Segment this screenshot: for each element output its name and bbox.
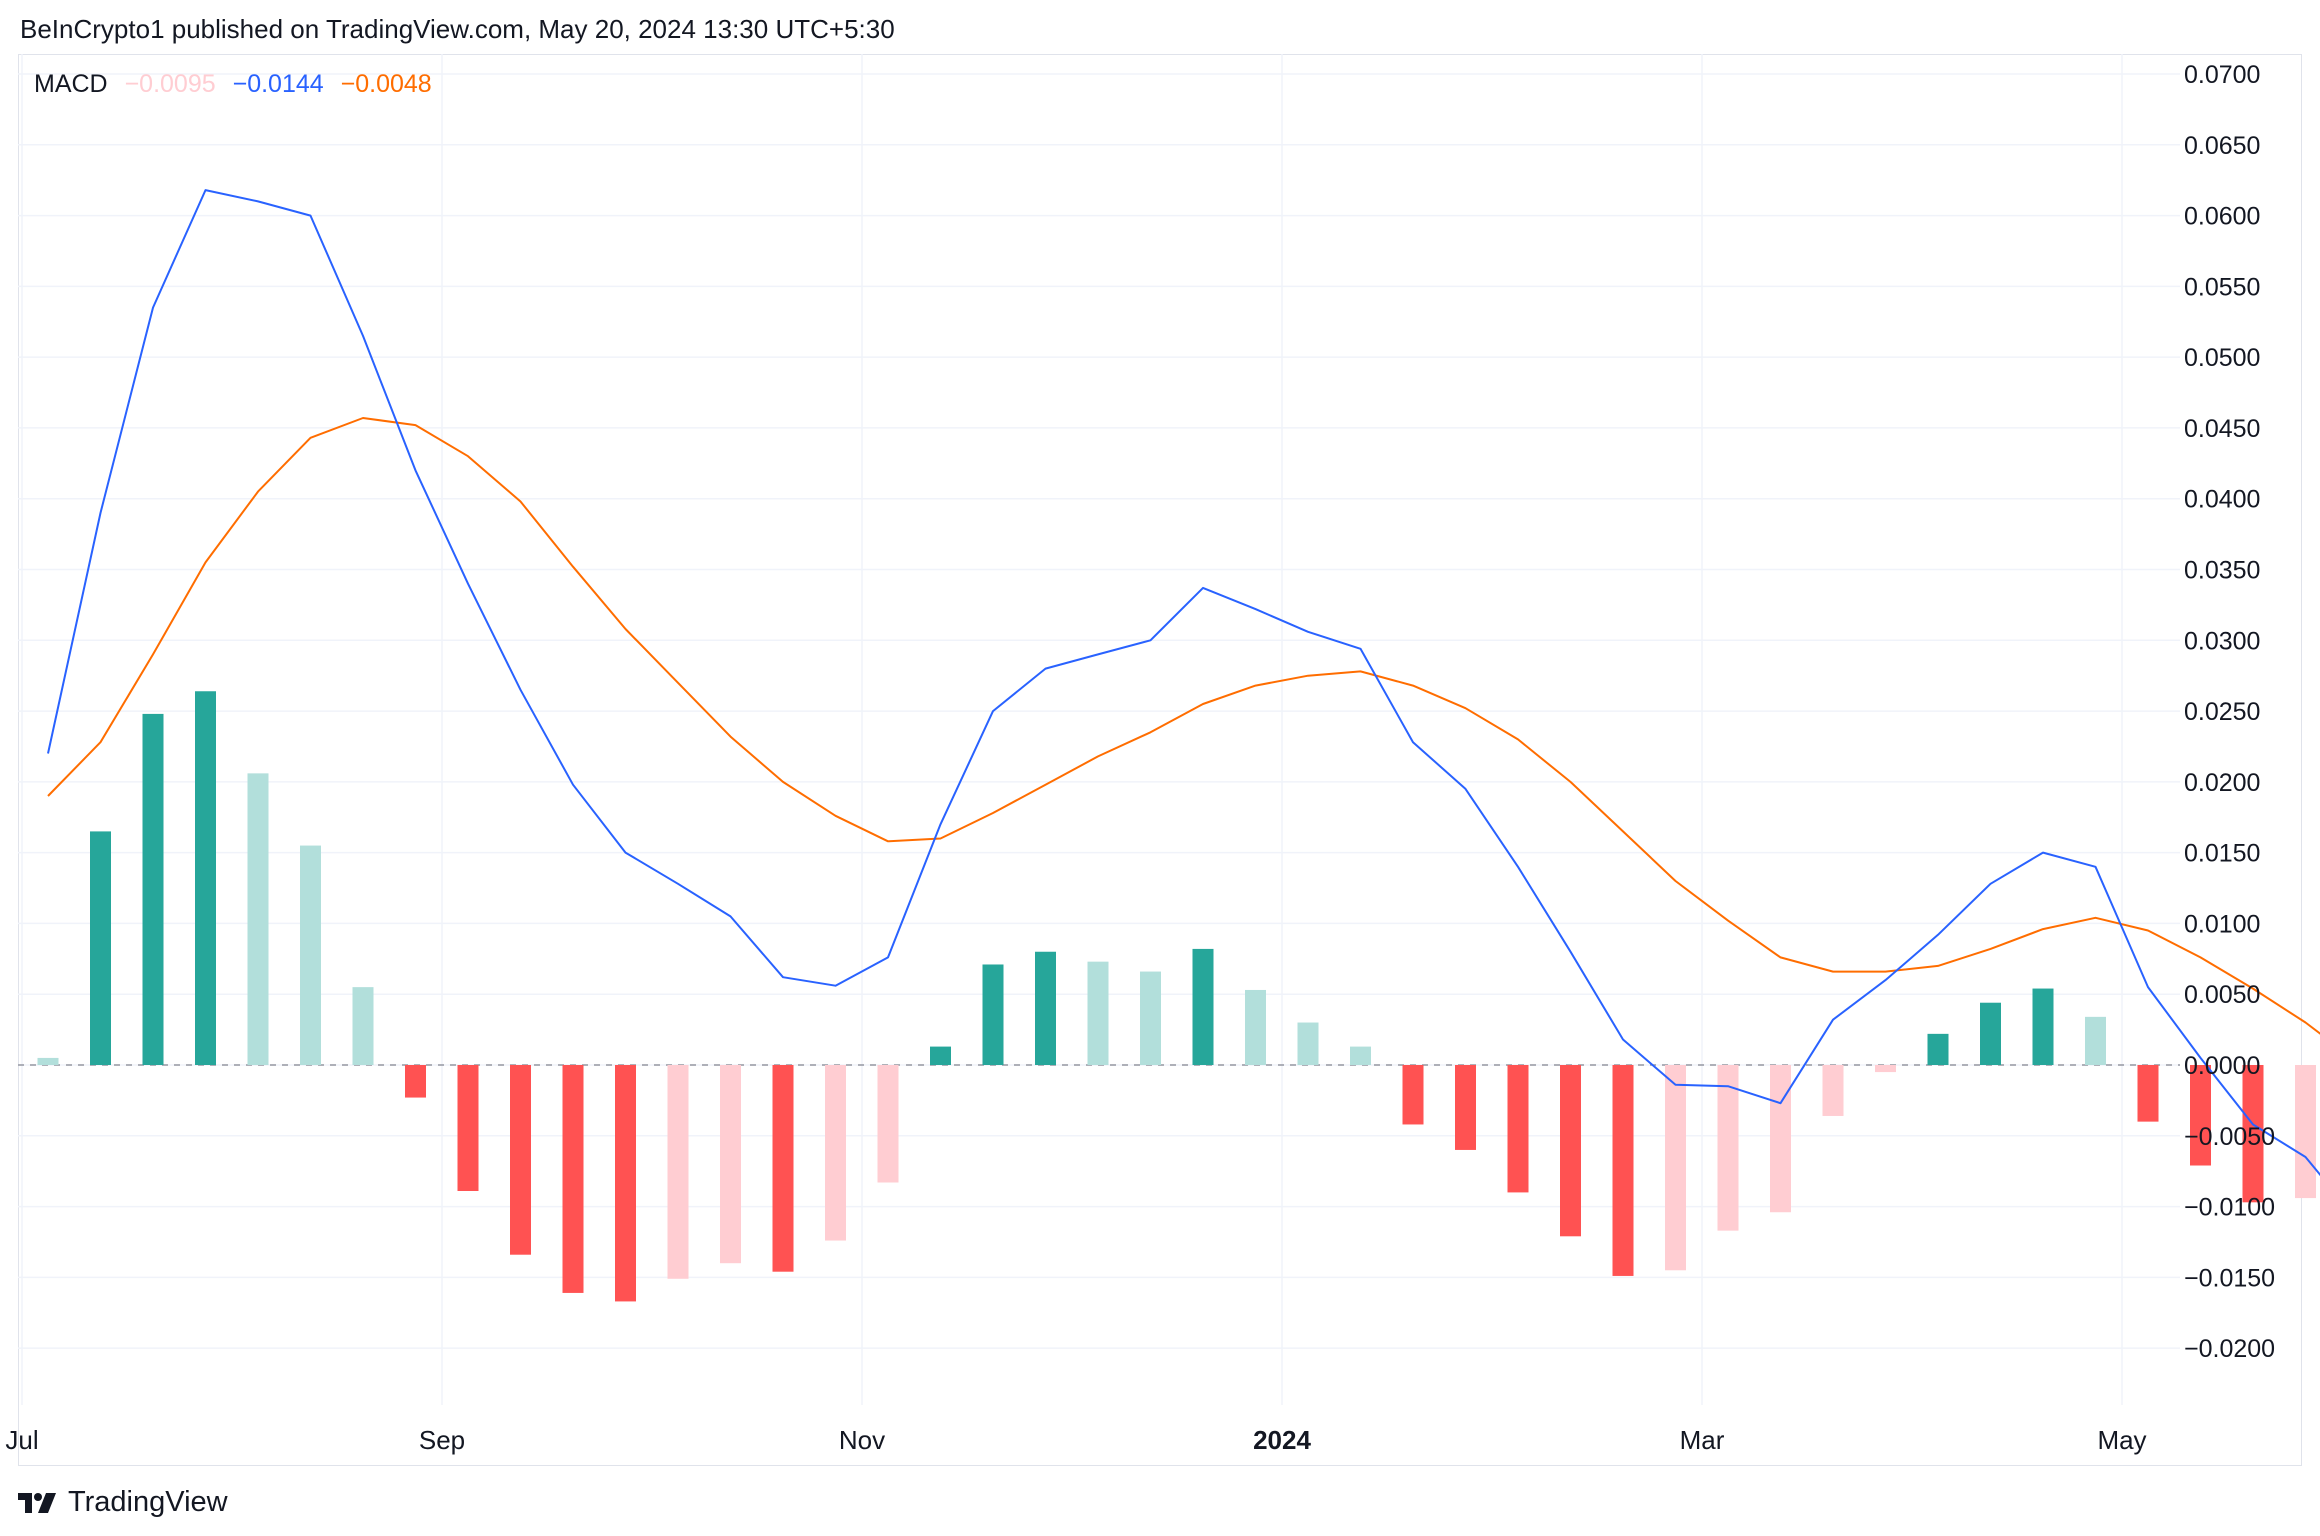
histogram-bar	[1035, 951, 1056, 1065]
y-tick-label: 0.0100	[2184, 910, 2260, 938]
signal-line-series	[47, 417, 2320, 1035]
y-tick-label: 0.0000	[2184, 1052, 2260, 1080]
y-tick-label: −0.0100	[2184, 1194, 2275, 1222]
macd-line-series	[47, 189, 2320, 1177]
histogram-bar	[1717, 1065, 1739, 1231]
grid	[18, 54, 2180, 1405]
y-tick-label: 0.0150	[2184, 840, 2260, 868]
histogram-bar	[2032, 988, 2054, 1065]
indicator-legend[interactable]: MACD −0.0095 −0.0144 −0.0048	[34, 70, 442, 99]
y-tick-label: 0.0700	[2184, 61, 2260, 89]
legend-signal-value: −0.0048	[340, 70, 432, 98]
histogram-bar	[1297, 1022, 1319, 1065]
histogram-bar	[510, 1065, 531, 1255]
y-tick-label: 0.0650	[2184, 132, 2260, 160]
histogram-bar	[1140, 971, 1161, 1065]
histogram-bar	[1245, 989, 1266, 1065]
y-tick-label: 0.0250	[2184, 698, 2260, 726]
histogram-bar	[1822, 1065, 1844, 1116]
histogram-bar	[562, 1065, 584, 1293]
macd-line	[47, 189, 2320, 1177]
x-tick-label: 2024	[1253, 1425, 1311, 1455]
histogram-bar	[1612, 1065, 1634, 1276]
tradingview-logo-icon	[18, 1492, 56, 1513]
x-tick-label: Mar	[1680, 1425, 1725, 1455]
histogram-bar	[195, 691, 216, 1065]
x-tick-label: Jul	[5, 1425, 38, 1455]
y-tick-label: −0.0050	[2184, 1123, 2275, 1151]
y-tick-label: 0.0450	[2184, 415, 2260, 443]
histogram-bar	[1770, 1065, 1791, 1213]
histogram-bar	[1507, 1065, 1529, 1193]
histogram-bar	[247, 773, 269, 1065]
brand-name: TradingView	[68, 1486, 228, 1518]
histogram-bar	[1560, 1065, 1581, 1237]
x-axis[interactable]: JulSepNov2024MarMayJulSepNov2025Mar	[5, 1425, 2320, 1455]
y-tick-label: 0.0300	[2184, 627, 2260, 655]
histogram-bar	[1927, 1033, 1949, 1065]
histogram-bar	[1665, 1065, 1686, 1271]
histogram-bar	[1402, 1065, 1424, 1125]
macd-chart[interactable]: 0.0700 0.0650 0.0600 0.0550 0.0500 0.0450 0.04…	[0, 0, 2320, 1470]
y-axis[interactable]: 0.0700 0.0650 0.0600 0.0550 0.0500 0.0450 0.04…	[2184, 61, 2275, 1363]
legend-indicator-name: MACD	[34, 70, 108, 98]
histogram-bar	[1980, 1002, 2001, 1065]
histogram-bar	[457, 1065, 479, 1191]
histogram-bar	[772, 1065, 794, 1272]
histogram-bar	[1192, 948, 1214, 1065]
x-tick-label: Nov	[839, 1425, 885, 1455]
histogram-bar	[142, 713, 164, 1065]
histogram-bar	[2085, 1016, 2106, 1065]
histogram-bar	[877, 1065, 899, 1183]
legend-histogram-value: −0.0095	[124, 70, 216, 98]
histogram-bar	[1350, 1046, 1371, 1065]
y-tick-label: 0.0050	[2184, 981, 2260, 1009]
histogram-bar	[2242, 1065, 2264, 1203]
histogram-bar	[2295, 1065, 2316, 1199]
histogram-bar	[1087, 961, 1109, 1065]
histogram-bar	[2190, 1065, 2211, 1166]
histogram-bar	[90, 831, 111, 1065]
histogram-bar	[615, 1065, 636, 1302]
histogram-bar	[982, 964, 1004, 1065]
histogram-bar	[667, 1065, 689, 1279]
histogram-bar	[37, 1057, 59, 1065]
x-tick-label: Sep	[419, 1425, 465, 1455]
signal-line	[47, 417, 2320, 1035]
y-tick-label: 0.0400	[2184, 486, 2260, 514]
y-tick-label: 0.0550	[2184, 273, 2260, 301]
histogram-bar	[2137, 1065, 2159, 1122]
histogram-bar	[300, 845, 321, 1065]
brand-footer[interactable]: TradingView	[18, 1486, 228, 1519]
x-tick-label: May	[2097, 1425, 2146, 1455]
y-tick-label: −0.0150	[2184, 1264, 2275, 1292]
histogram-bar	[1455, 1065, 1476, 1150]
histogram-bar	[1875, 1065, 1896, 1073]
histogram-bar	[825, 1065, 846, 1241]
histogram-series	[37, 691, 2316, 1302]
y-tick-label: −0.0200	[2184, 1335, 2275, 1363]
publisher-header: BeInCrypto1 published on TradingView.com…	[20, 14, 895, 44]
histogram-bar	[352, 987, 374, 1065]
legend-macd-value: −0.0144	[232, 70, 324, 98]
y-tick-label: 0.0500	[2184, 344, 2260, 372]
histogram-bar	[405, 1065, 426, 1098]
y-tick-label: 0.0600	[2184, 203, 2260, 231]
y-tick-label: 0.0200	[2184, 769, 2260, 797]
histogram-bar	[720, 1065, 741, 1264]
y-tick-label: 0.0350	[2184, 557, 2260, 585]
histogram-bar	[930, 1046, 951, 1065]
chart-frame	[18, 54, 2302, 1466]
